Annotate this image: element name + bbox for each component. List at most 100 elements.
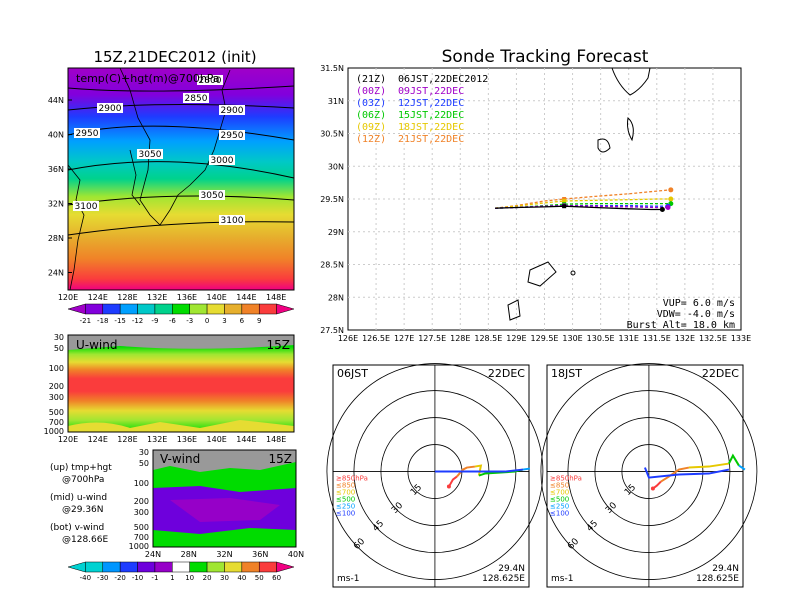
island-yakushima bbox=[597, 138, 611, 153]
track-end-point bbox=[665, 205, 671, 211]
wind-colorbar: -40 -30 -20 -10 -1 1 10 20 30 40 50 60 bbox=[67, 561, 295, 582]
colorbar-label: 9 bbox=[257, 317, 261, 325]
param-vdw: VDW= -4.0 m/s bbox=[657, 309, 735, 320]
colorbar-swatch bbox=[102, 303, 121, 315]
contour-label: 2900 bbox=[221, 106, 244, 116]
colorbar-swatch bbox=[119, 561, 138, 573]
contour-line bbox=[67, 103, 295, 111]
colorbar-label: 10 bbox=[185, 574, 194, 582]
colorbar-swatch bbox=[172, 561, 190, 573]
temp-map bbox=[67, 67, 295, 291]
hodograph-trace bbox=[728, 453, 740, 467]
y-tick-label: 100 bbox=[49, 364, 64, 373]
x-tick-label: 140E bbox=[207, 435, 227, 444]
colorbar-swatch bbox=[241, 561, 260, 573]
tracking-x-ticks: 126E 126.5E 127E 127.5E 128E 128.5E 129E 129.5E… bbox=[338, 334, 751, 343]
hodograph-unit: ms-1 bbox=[337, 574, 359, 584]
track-line bbox=[495, 189, 671, 209]
u-wind-x-ticks: 120E 124E 128E 132E 136E 140E 144E 148E bbox=[58, 435, 286, 444]
x-tick-label: 36N bbox=[252, 550, 268, 559]
colorbar-swatch bbox=[258, 561, 277, 573]
y-tick-label: 1000 bbox=[44, 427, 64, 436]
y-tick-label: 50 bbox=[54, 344, 64, 353]
legend-time: 09JST,22DEC bbox=[398, 86, 464, 97]
y-tick-label: 29N bbox=[328, 228, 344, 237]
contour-label-bg bbox=[97, 103, 123, 113]
coastline-china bbox=[67, 164, 85, 291]
legend-time: 15JST,22DEC bbox=[398, 110, 464, 121]
v-wind-panel: V-wind 15Z bbox=[152, 449, 297, 548]
x-tick-label: 120E bbox=[58, 435, 78, 444]
legend-code: (06Z) bbox=[356, 110, 386, 121]
x-tick-label: 128E bbox=[117, 435, 137, 444]
y-tick-label: 200 bbox=[49, 382, 64, 391]
colorbar-label: 0 bbox=[205, 317, 209, 325]
colorbar-swatch bbox=[137, 303, 156, 315]
level-label: ≥850hPa bbox=[550, 475, 582, 483]
y-tick-label: 30N bbox=[328, 162, 344, 171]
x-tick-label: 127E bbox=[394, 334, 414, 343]
v-wind-time: 15Z bbox=[269, 452, 293, 466]
u-wind-panel: U-wind 15Z bbox=[67, 334, 295, 433]
x-tick-label: 124E bbox=[88, 293, 108, 302]
legend-code: (00Z) bbox=[356, 86, 386, 97]
colorbar-label: -3 bbox=[186, 317, 193, 325]
x-tick-label: 133E bbox=[731, 334, 751, 343]
x-tick-label: 126.5E bbox=[362, 334, 390, 343]
temp-contour-labels: 2800 2850 2900 2900 2950 2950 3000 3050 3050 3100… bbox=[73, 75, 245, 226]
y-tick-label: 36N bbox=[48, 165, 64, 174]
level-label: ≤700 bbox=[550, 489, 569, 497]
colorbar-label: -21 bbox=[80, 317, 91, 325]
hodograph-trace bbox=[522, 467, 531, 471]
colorbar-label: 60 bbox=[272, 574, 281, 582]
x-tick-label: 40N bbox=[288, 550, 304, 559]
contour-label-bg bbox=[183, 93, 209, 103]
hodograph-start bbox=[446, 484, 451, 489]
temp-frame bbox=[67, 67, 295, 291]
colorbar-label: 50 bbox=[255, 574, 264, 582]
x-tick-label: 130E bbox=[562, 334, 582, 343]
colorbar-swatch bbox=[172, 303, 190, 315]
u-wind-time: 15Z bbox=[267, 338, 291, 352]
colorbar-swatch bbox=[241, 303, 260, 315]
temp-panel-title: 15Z,21DEC2012 (init) bbox=[93, 48, 256, 66]
left-legend: (up) tmp+hgt @700hPa (mid) u-wind @29.36… bbox=[50, 463, 112, 545]
contour-label-bg bbox=[219, 105, 245, 115]
colorbar-swatch bbox=[154, 303, 173, 315]
track-end-point bbox=[659, 206, 665, 212]
legend-code: (12Z) bbox=[356, 134, 386, 145]
contour-label: 2800 bbox=[199, 76, 222, 86]
colorbar-swatch bbox=[85, 303, 104, 315]
colorbar-label: 20 bbox=[203, 574, 212, 582]
colorbar-label: -15 bbox=[114, 317, 125, 325]
colorbar-swatch bbox=[67, 561, 86, 573]
x-tick-label: 132E bbox=[147, 293, 167, 302]
hodograph-trace bbox=[738, 464, 746, 471]
x-tick-label: 131.5E bbox=[643, 334, 671, 343]
contour-label: 3100 bbox=[75, 202, 98, 212]
colorbar-swatch bbox=[85, 561, 104, 573]
legend-time: 21JST,22DEC bbox=[398, 134, 464, 145]
y-tick-label: 24N bbox=[48, 269, 64, 278]
level-label: ≤250 bbox=[550, 503, 569, 511]
x-tick-label: 129E bbox=[506, 334, 526, 343]
level-label: ≤100 bbox=[550, 510, 569, 518]
colorbar-label: -20 bbox=[114, 574, 125, 582]
y-tick-label: 30 bbox=[139, 448, 149, 457]
y-tick-label: 31.5N bbox=[320, 64, 344, 73]
u-wind-field bbox=[68, 335, 294, 432]
y-tick-label: 28.5N bbox=[320, 261, 344, 270]
colorbar-label: 1 bbox=[170, 574, 174, 582]
x-tick-label: 148E bbox=[266, 435, 286, 444]
colorbar-label: -10 bbox=[132, 574, 143, 582]
y-tick-label: 30 bbox=[54, 333, 64, 342]
x-tick-label: 132E bbox=[147, 435, 167, 444]
contour-label-bg bbox=[199, 190, 225, 200]
u-wind-terrain bbox=[68, 420, 294, 432]
y-tick-label: 200 bbox=[134, 497, 149, 506]
v-wind-negative-core bbox=[170, 498, 280, 522]
x-tick-label: 136E bbox=[177, 435, 197, 444]
tracking-series bbox=[495, 187, 674, 212]
hodograph-right-label: 22DEC bbox=[702, 367, 739, 380]
